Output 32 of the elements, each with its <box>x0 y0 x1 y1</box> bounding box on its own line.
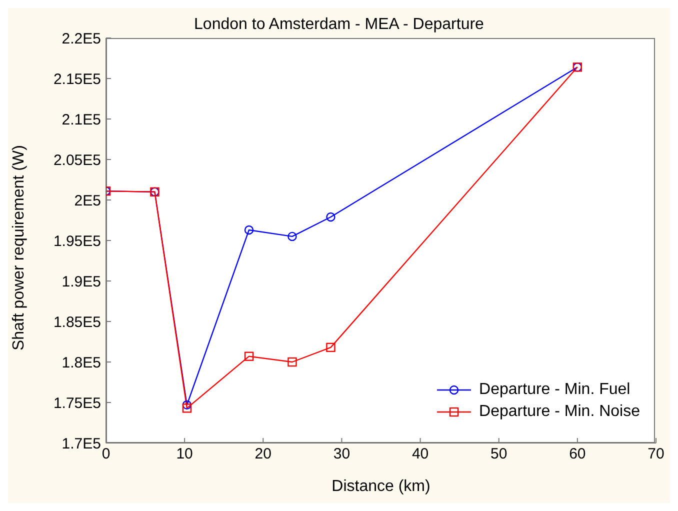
x-tick-label: 50 <box>490 446 508 463</box>
chart-title: London to Amsterdam - MEA - Departure <box>194 16 484 33</box>
y-tick-label: 1.75E5 <box>53 394 101 412</box>
x-tick-label: 40 <box>412 446 429 463</box>
point <box>182 404 192 413</box>
point <box>288 357 297 367</box>
y-tick-label: 2.15E5 <box>53 70 101 88</box>
y-tick-label: 1.8E5 <box>62 354 101 372</box>
x-axis-title: Distance (km) <box>332 478 430 495</box>
x-tick-label: 60 <box>569 446 586 463</box>
x-tick-label: 30 <box>333 446 350 463</box>
x-tick-label: 0 <box>102 446 110 463</box>
x-tick-label: 20 <box>254 446 272 463</box>
y-tick-label: 2.1E5 <box>62 111 101 128</box>
y-axis-title: Shaft power requirement (W) <box>10 145 28 350</box>
x-tick-label: 10 <box>176 446 193 463</box>
legend-label: Departure - Min. Noise <box>479 402 640 422</box>
point <box>182 400 192 410</box>
y-tick-label: 2.05E5 <box>53 152 101 169</box>
y-tick-label: 1.7E5 <box>62 435 101 452</box>
legend-label: Departure - Min. Fuel <box>479 380 630 400</box>
point <box>326 342 336 352</box>
y-tick-label: 1.9E5 <box>62 273 101 290</box>
y-tick-label: 2E5 <box>74 192 101 210</box>
point <box>288 232 297 242</box>
y-tick-label: 1.85E5 <box>53 314 101 331</box>
point <box>244 225 254 235</box>
y-tick-label: 1.95E5 <box>53 232 101 250</box>
x-tick-label: 70 <box>648 446 664 463</box>
point <box>244 352 254 361</box>
y-tick-label: 2.2E5 <box>62 30 101 48</box>
point <box>326 212 336 222</box>
